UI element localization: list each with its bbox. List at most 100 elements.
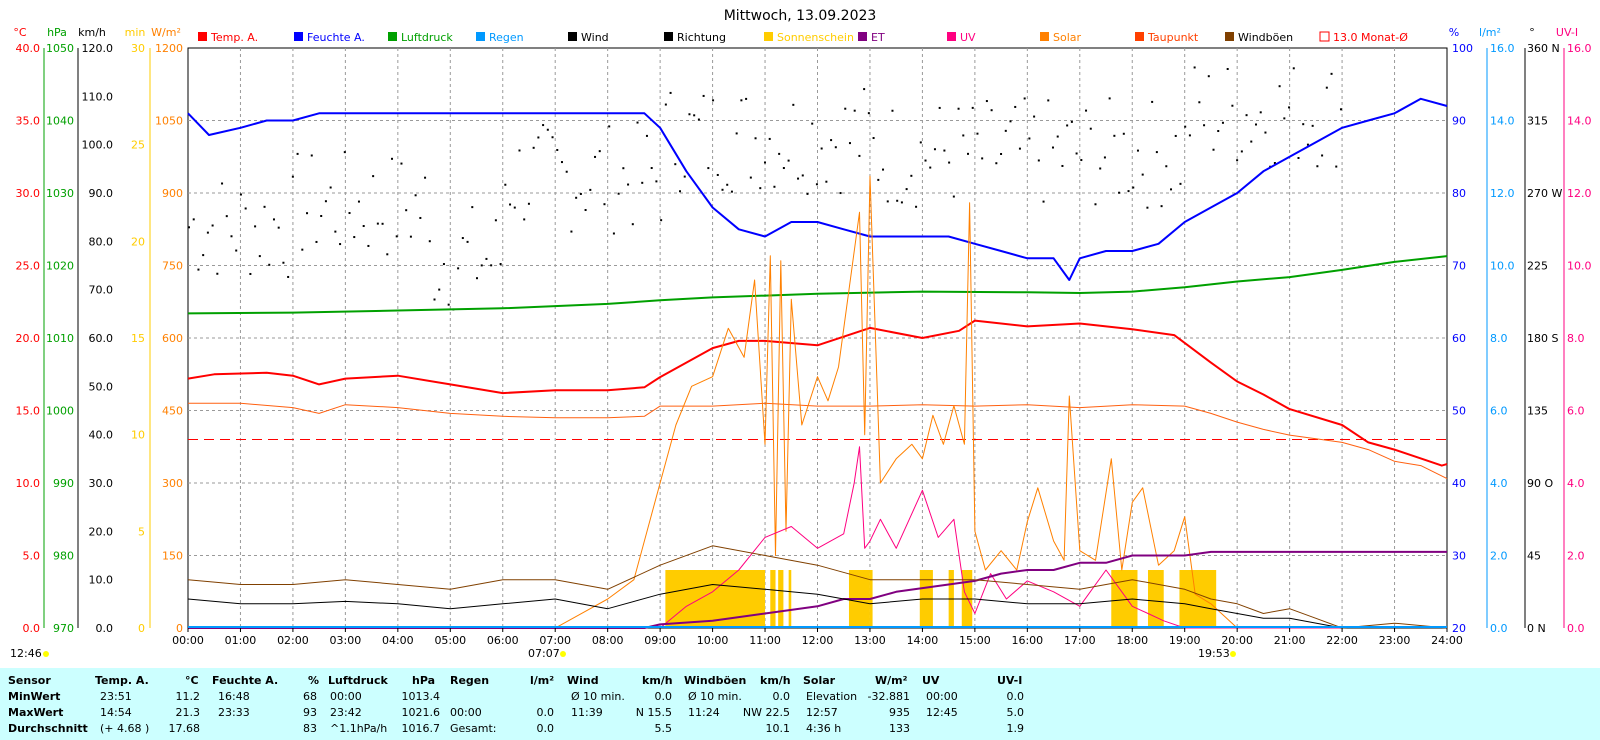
tick-temp-5: 25.0 (16, 260, 41, 273)
stat-header-uv-unit: UV-I (997, 674, 1023, 687)
direction-point (815, 183, 818, 186)
legend-label-7: ET (871, 31, 885, 44)
direction-point (929, 166, 932, 169)
direction-point (1203, 124, 1206, 127)
tick-rain-4: 8.0 (1490, 332, 1508, 345)
tick-direction-0: 0 N (1527, 622, 1546, 635)
direction-point (1037, 159, 1040, 162)
direction-point (1047, 99, 1050, 102)
stat-maxwert-rain-v: 0.0 (536, 706, 555, 719)
stat-header-solar: Solar (803, 674, 836, 687)
tick-uv-8: 16.0 (1567, 42, 1592, 55)
direction-point (1198, 101, 1201, 104)
direction-point (924, 159, 927, 162)
statistics-table: Sensor Temp. A. °C Feuchte A. % Luftdruc… (0, 668, 1600, 740)
legend-swatch-3 (476, 32, 485, 41)
stat-maxwert-gust-t: 11:24 (688, 706, 720, 719)
direction-point (400, 162, 403, 165)
stat-header-wind-unit: km/h (642, 674, 673, 687)
direction-point (811, 122, 814, 125)
tick-rain-0: 0.0 (1490, 622, 1508, 635)
direction-point (546, 128, 549, 131)
stat-header-solar-unit: W/m² (875, 674, 908, 687)
direction-point (594, 155, 597, 158)
tick-humidity-3: 50 (1452, 405, 1466, 418)
direction-point (641, 181, 644, 184)
direction-point (834, 146, 837, 149)
direction-point (787, 159, 790, 162)
direction-point (844, 107, 847, 110)
direction-point (1174, 134, 1177, 137)
legend-swatch-12 (1319, 31, 1330, 42)
tick-rain-1: 2.0 (1490, 550, 1508, 563)
stat-durchschnitt-rain-v: 0.0 (536, 722, 555, 735)
stat-maxwert-uv-v: 5.0 (1006, 706, 1025, 719)
axis-unit-sunshine: min (125, 26, 146, 39)
tick-wind-5: 50.0 (89, 380, 114, 393)
direction-point (225, 215, 228, 218)
tick-sunshine-5: 25 (131, 139, 145, 152)
direction-point (1155, 151, 1158, 154)
direction-point (962, 134, 965, 137)
direction-point (660, 219, 663, 222)
tick-rain-8: 16.0 (1490, 42, 1515, 55)
direction-point (428, 240, 431, 243)
direction-point (919, 141, 922, 144)
axes: 0.0 5.0 10.0 15.0 20.0 25.0 30.0 35.0 40.0 °C 970 9… (13, 26, 1591, 635)
direction-point (627, 183, 630, 186)
tick-wind-1: 10.0 (89, 574, 114, 587)
series-luftdruck (187, 255, 1448, 315)
direction-point (471, 206, 474, 209)
legend-swatch-2 (388, 32, 397, 41)
tick-direction-1: 45 (1527, 550, 1541, 563)
direction-point (1259, 111, 1262, 114)
x-tick-15: 15:00 (959, 634, 991, 647)
tick-temp-1: 5.0 (23, 550, 41, 563)
direction-point (1160, 205, 1163, 208)
direction-point (372, 175, 375, 178)
tick-sunshine-1: 5 (138, 525, 145, 538)
x-tick-16: 16:00 (1011, 634, 1043, 647)
direction-point (1330, 72, 1333, 75)
tick-pressure-3: 1000 (46, 405, 74, 418)
x-tick-24: 24:00 (1431, 634, 1463, 647)
stat-maxwert-hum-v: 93 (303, 706, 317, 719)
direction-point (480, 264, 483, 267)
direction-point (589, 188, 592, 191)
tick-humidity-0: 20 (1452, 622, 1466, 635)
stat-header-rain-unit: l/m² (530, 674, 555, 687)
tick-sunshine-6: 30 (131, 42, 145, 55)
direction-point (466, 240, 469, 243)
stat-maxwert-label: MaxWert (8, 706, 64, 719)
direction-point (494, 219, 497, 222)
legend-label-5: Richtung (677, 31, 726, 44)
stat-durchschnitt-solar-v: 133 (889, 722, 910, 735)
direction-point (1288, 106, 1291, 109)
direction-point (254, 225, 257, 228)
direction-point (296, 152, 299, 155)
stat-maxwert-gust-v: NW 22.5 (742, 706, 790, 719)
stat-minwert-press-v: 1013.4 (401, 690, 441, 703)
tick-solar-0: 0 (176, 622, 183, 635)
direction-point (575, 196, 578, 199)
direction-point (188, 226, 190, 229)
tick-wind-3: 30.0 (89, 477, 114, 490)
direction-point (598, 150, 601, 153)
direction-point (679, 190, 682, 193)
direction-point (655, 180, 658, 183)
direction-point (409, 235, 412, 238)
stat-durchschnitt-temp-v: 17.68 (168, 722, 201, 735)
direction-point (1023, 97, 1026, 100)
direction-point (277, 226, 280, 229)
legend-label-3: Regen (489, 31, 524, 44)
tick-wind-2: 20.0 (89, 525, 114, 538)
direction-point (339, 243, 342, 246)
direction-point (433, 298, 436, 301)
direction-point (1118, 191, 1121, 194)
x-tick-23: 23:00 (1379, 634, 1411, 647)
series-windb-en (187, 545, 1448, 629)
tick-direction-8: 360 N (1527, 42, 1560, 55)
direction-point (1207, 75, 1210, 78)
direction-point (697, 118, 700, 121)
direction-point (329, 186, 332, 189)
